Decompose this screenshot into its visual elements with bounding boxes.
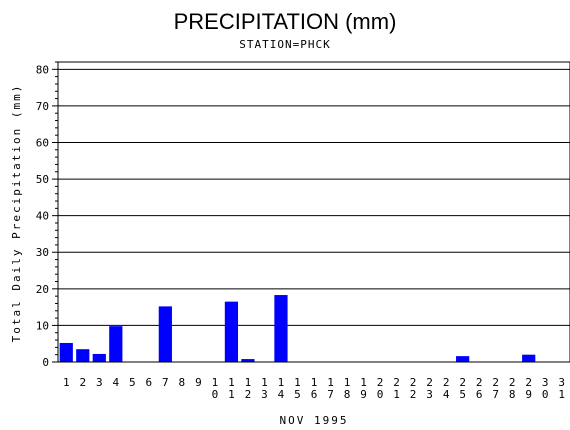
x-tick-label: 2 — [377, 376, 384, 389]
y-tick-label: 20 — [36, 283, 49, 296]
x-tick-label: 1 — [311, 376, 318, 389]
x-tick-label: 8 — [344, 388, 351, 401]
y-tick-label: 70 — [36, 100, 49, 113]
x-tick-label: 1 — [63, 376, 70, 389]
x-tick-label: 3 — [542, 376, 549, 389]
bar-day-7 — [158, 306, 172, 362]
x-tick-label: 2 — [426, 376, 433, 389]
x-tick-label: 3 — [261, 388, 268, 401]
x-tick-label: 1 — [558, 388, 565, 401]
x-tick-label: 5 — [459, 388, 466, 401]
x-tick-label: 0 — [212, 388, 219, 401]
x-tick-label: 2 — [410, 388, 417, 401]
x-tick-label: 9 — [360, 388, 367, 401]
x-tick-label: 2 — [459, 376, 466, 389]
x-tick-label: 5 — [294, 388, 301, 401]
x-tick-label: 1 — [294, 376, 301, 389]
x-tick-label: 8 — [509, 388, 516, 401]
x-tick-label: 3 — [96, 376, 103, 389]
x-tick-label: 2 — [79, 376, 86, 389]
y-tick-label: 50 — [36, 173, 49, 186]
x-tick-label: 2 — [443, 376, 450, 389]
x-tick-label: 2 — [410, 376, 417, 389]
bar-day-3 — [92, 353, 106, 362]
x-tick-label: 6 — [311, 388, 318, 401]
x-tick-label: 3 — [426, 388, 433, 401]
y-tick-label: 30 — [36, 246, 49, 259]
x-tick-label: 1 — [228, 388, 235, 401]
x-tick-label: 3 — [558, 376, 565, 389]
bar-series — [59, 295, 536, 362]
x-tick-label: 2 — [525, 376, 532, 389]
x-tick-label: 6 — [476, 388, 483, 401]
bar-day-11 — [224, 301, 239, 362]
bar-day-2 — [76, 349, 90, 362]
x-tick-label: 1 — [344, 376, 351, 389]
y-tick-label: 40 — [36, 210, 49, 223]
x-tick-label: 1 — [245, 376, 252, 389]
x-tick-label: 7 — [492, 388, 499, 401]
gridlines — [58, 68, 570, 326]
x-tick-label: 7 — [327, 388, 334, 401]
bar-day-29 — [522, 354, 536, 362]
x-tick-label: 2 — [393, 376, 400, 389]
x-tick-label: 4 — [278, 388, 285, 401]
x-axis-label: NOV 1995 — [280, 414, 349, 427]
x-tick-label: 6 — [146, 376, 153, 389]
y-tick-label: 60 — [36, 136, 49, 149]
x-tick-label: 2 — [245, 388, 252, 401]
y-axis-label: Total Daily Precipitation (mm) — [10, 84, 23, 343]
y-tick-label: 0 — [42, 356, 49, 369]
x-tick-label: 7 — [162, 376, 169, 389]
x-tick-label: 8 — [179, 376, 186, 389]
x-tick-label: 1 — [360, 376, 367, 389]
chart-subtitle: STATION=PHCK — [239, 38, 330, 51]
x-tick-label: 2 — [476, 376, 483, 389]
x-tick-label: 5 — [129, 376, 136, 389]
x-tick-label: 4 — [112, 376, 119, 389]
y-tick-label: 10 — [36, 319, 49, 332]
bar-day-25 — [456, 356, 470, 362]
bar-day-12 — [241, 359, 255, 362]
x-tick-label: 4 — [443, 388, 450, 401]
y-tick-label: 80 — [36, 63, 49, 76]
bar-day-4 — [109, 326, 123, 362]
y-axis-ticks: 0 10 20 30 40 50 60 70 80 — [36, 61, 58, 369]
x-tick-label: 2 — [509, 376, 516, 389]
x-tick-label: 9 — [525, 388, 532, 401]
bar-day-14 — [274, 295, 288, 362]
x-tick-label: 1 — [393, 388, 400, 401]
x-tick-label: 1 — [327, 376, 334, 389]
x-tick-label: 2 — [492, 376, 499, 389]
x-tick-label: 1 — [278, 376, 285, 389]
x-tick-label: 9 — [195, 376, 202, 389]
x-tick-label: 1 — [261, 376, 268, 389]
chart-title: PRECIPITATION (mm) — [174, 9, 397, 34]
x-tick-label: 0 — [542, 388, 549, 401]
x-tick-label: 1 — [228, 376, 235, 389]
plot-frame — [57, 61, 570, 363]
x-axis-ticks: 1 2 3 4 5 6 7 8 9 1011121314151617181920212223242… — [63, 376, 565, 401]
bar-day-1 — [59, 342, 73, 362]
x-tick-label: 1 — [212, 376, 219, 389]
x-tick-label: 0 — [377, 388, 384, 401]
